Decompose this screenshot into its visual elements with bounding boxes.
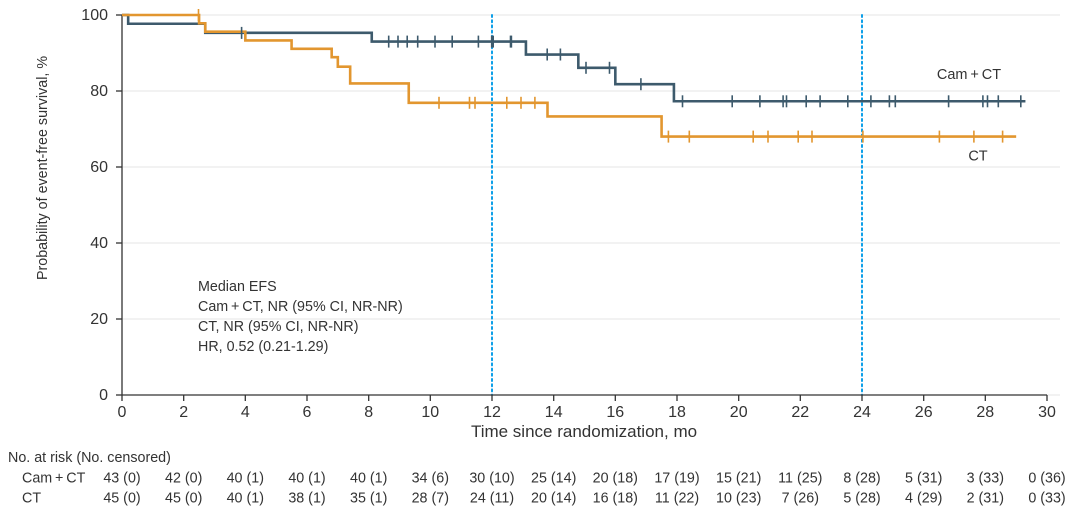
- svg-text:Median EFS: Median EFS: [198, 279, 277, 295]
- svg-text:15 (21): 15 (21): [716, 471, 761, 487]
- svg-text:16 (18): 16 (18): [593, 490, 638, 506]
- svg-text:42 (0): 42 (0): [165, 471, 202, 487]
- svg-text:26: 26: [915, 404, 933, 421]
- svg-text:11 (25): 11 (25): [778, 471, 822, 487]
- svg-text:24: 24: [853, 404, 871, 421]
- svg-text:22: 22: [791, 404, 809, 421]
- svg-text:8: 8: [364, 404, 373, 421]
- svg-text:45 (0): 45 (0): [165, 490, 202, 506]
- svg-text:No. at risk (No. censored): No. at risk (No. censored): [8, 450, 171, 466]
- svg-text:17 (19): 17 (19): [654, 471, 699, 487]
- svg-text:Cam + CT: Cam + CT: [937, 67, 1001, 83]
- svg-text:40 (1): 40 (1): [288, 471, 325, 487]
- svg-text:14: 14: [545, 404, 563, 421]
- svg-text:16: 16: [606, 404, 624, 421]
- svg-text:3 (33): 3 (33): [967, 471, 1004, 487]
- svg-text:100: 100: [81, 7, 108, 24]
- svg-text:8 (28): 8 (28): [843, 471, 880, 487]
- svg-text:28 (7): 28 (7): [412, 490, 449, 506]
- svg-text:CT, NR (95% CI, NR-NR): CT, NR (95% CI, NR-NR): [198, 319, 358, 335]
- svg-text:7 (26): 7 (26): [782, 490, 819, 506]
- svg-text:25 (14): 25 (14): [531, 471, 576, 487]
- svg-text:5 (31): 5 (31): [905, 471, 942, 487]
- svg-text:40 (1): 40 (1): [227, 471, 264, 487]
- svg-text:2: 2: [179, 404, 188, 421]
- svg-text:30: 30: [1038, 404, 1056, 421]
- svg-text:2 (31): 2 (31): [967, 490, 1004, 506]
- svg-text:20 (18): 20 (18): [593, 471, 638, 487]
- svg-text:0 (36): 0 (36): [1028, 471, 1065, 487]
- svg-text:38 (1): 38 (1): [288, 490, 325, 506]
- svg-text:80: 80: [90, 83, 108, 100]
- svg-text:34 (6): 34 (6): [412, 471, 449, 487]
- svg-text:5 (28): 5 (28): [843, 490, 880, 506]
- svg-text:Cam + CT: Cam + CT: [22, 471, 86, 487]
- svg-text:40 (1): 40 (1): [350, 471, 387, 487]
- svg-text:0: 0: [99, 387, 108, 404]
- svg-text:12: 12: [483, 404, 501, 421]
- svg-text:0 (33): 0 (33): [1028, 490, 1065, 506]
- svg-text:6: 6: [303, 404, 312, 421]
- svg-text:10: 10: [421, 404, 439, 421]
- svg-text:20: 20: [730, 404, 748, 421]
- svg-text:30 (10): 30 (10): [469, 471, 514, 487]
- svg-text:4 (29): 4 (29): [905, 490, 942, 506]
- svg-text:HR, 0.52 (0.21-1.29): HR, 0.52 (0.21-1.29): [198, 339, 328, 355]
- svg-text:Probability of event-free surv: Probability of event-free survival, %: [35, 56, 51, 280]
- svg-text:18: 18: [668, 404, 686, 421]
- svg-text:24 (11): 24 (11): [470, 490, 514, 506]
- svg-text:Cam + CT, NR (95% CI, NR-NR): Cam + CT, NR (95% CI, NR-NR): [198, 299, 403, 315]
- svg-text:20: 20: [90, 311, 108, 328]
- svg-text:40: 40: [90, 235, 108, 252]
- svg-text:4: 4: [241, 404, 250, 421]
- svg-text:45 (0): 45 (0): [103, 490, 140, 506]
- svg-text:35 (1): 35 (1): [350, 490, 387, 506]
- svg-text:43 (0): 43 (0): [103, 471, 140, 487]
- svg-text:60: 60: [90, 159, 108, 176]
- svg-text:0: 0: [118, 404, 127, 421]
- svg-text:Time since randomization, mo: Time since randomization, mo: [471, 422, 697, 441]
- svg-text:11 (22): 11 (22): [655, 490, 699, 506]
- svg-text:40 (1): 40 (1): [227, 490, 264, 506]
- svg-text:28: 28: [976, 404, 994, 421]
- svg-text:20 (14): 20 (14): [531, 490, 576, 506]
- svg-text:CT: CT: [968, 149, 987, 165]
- svg-text:10 (23): 10 (23): [716, 490, 761, 506]
- svg-text:CT: CT: [22, 490, 41, 506]
